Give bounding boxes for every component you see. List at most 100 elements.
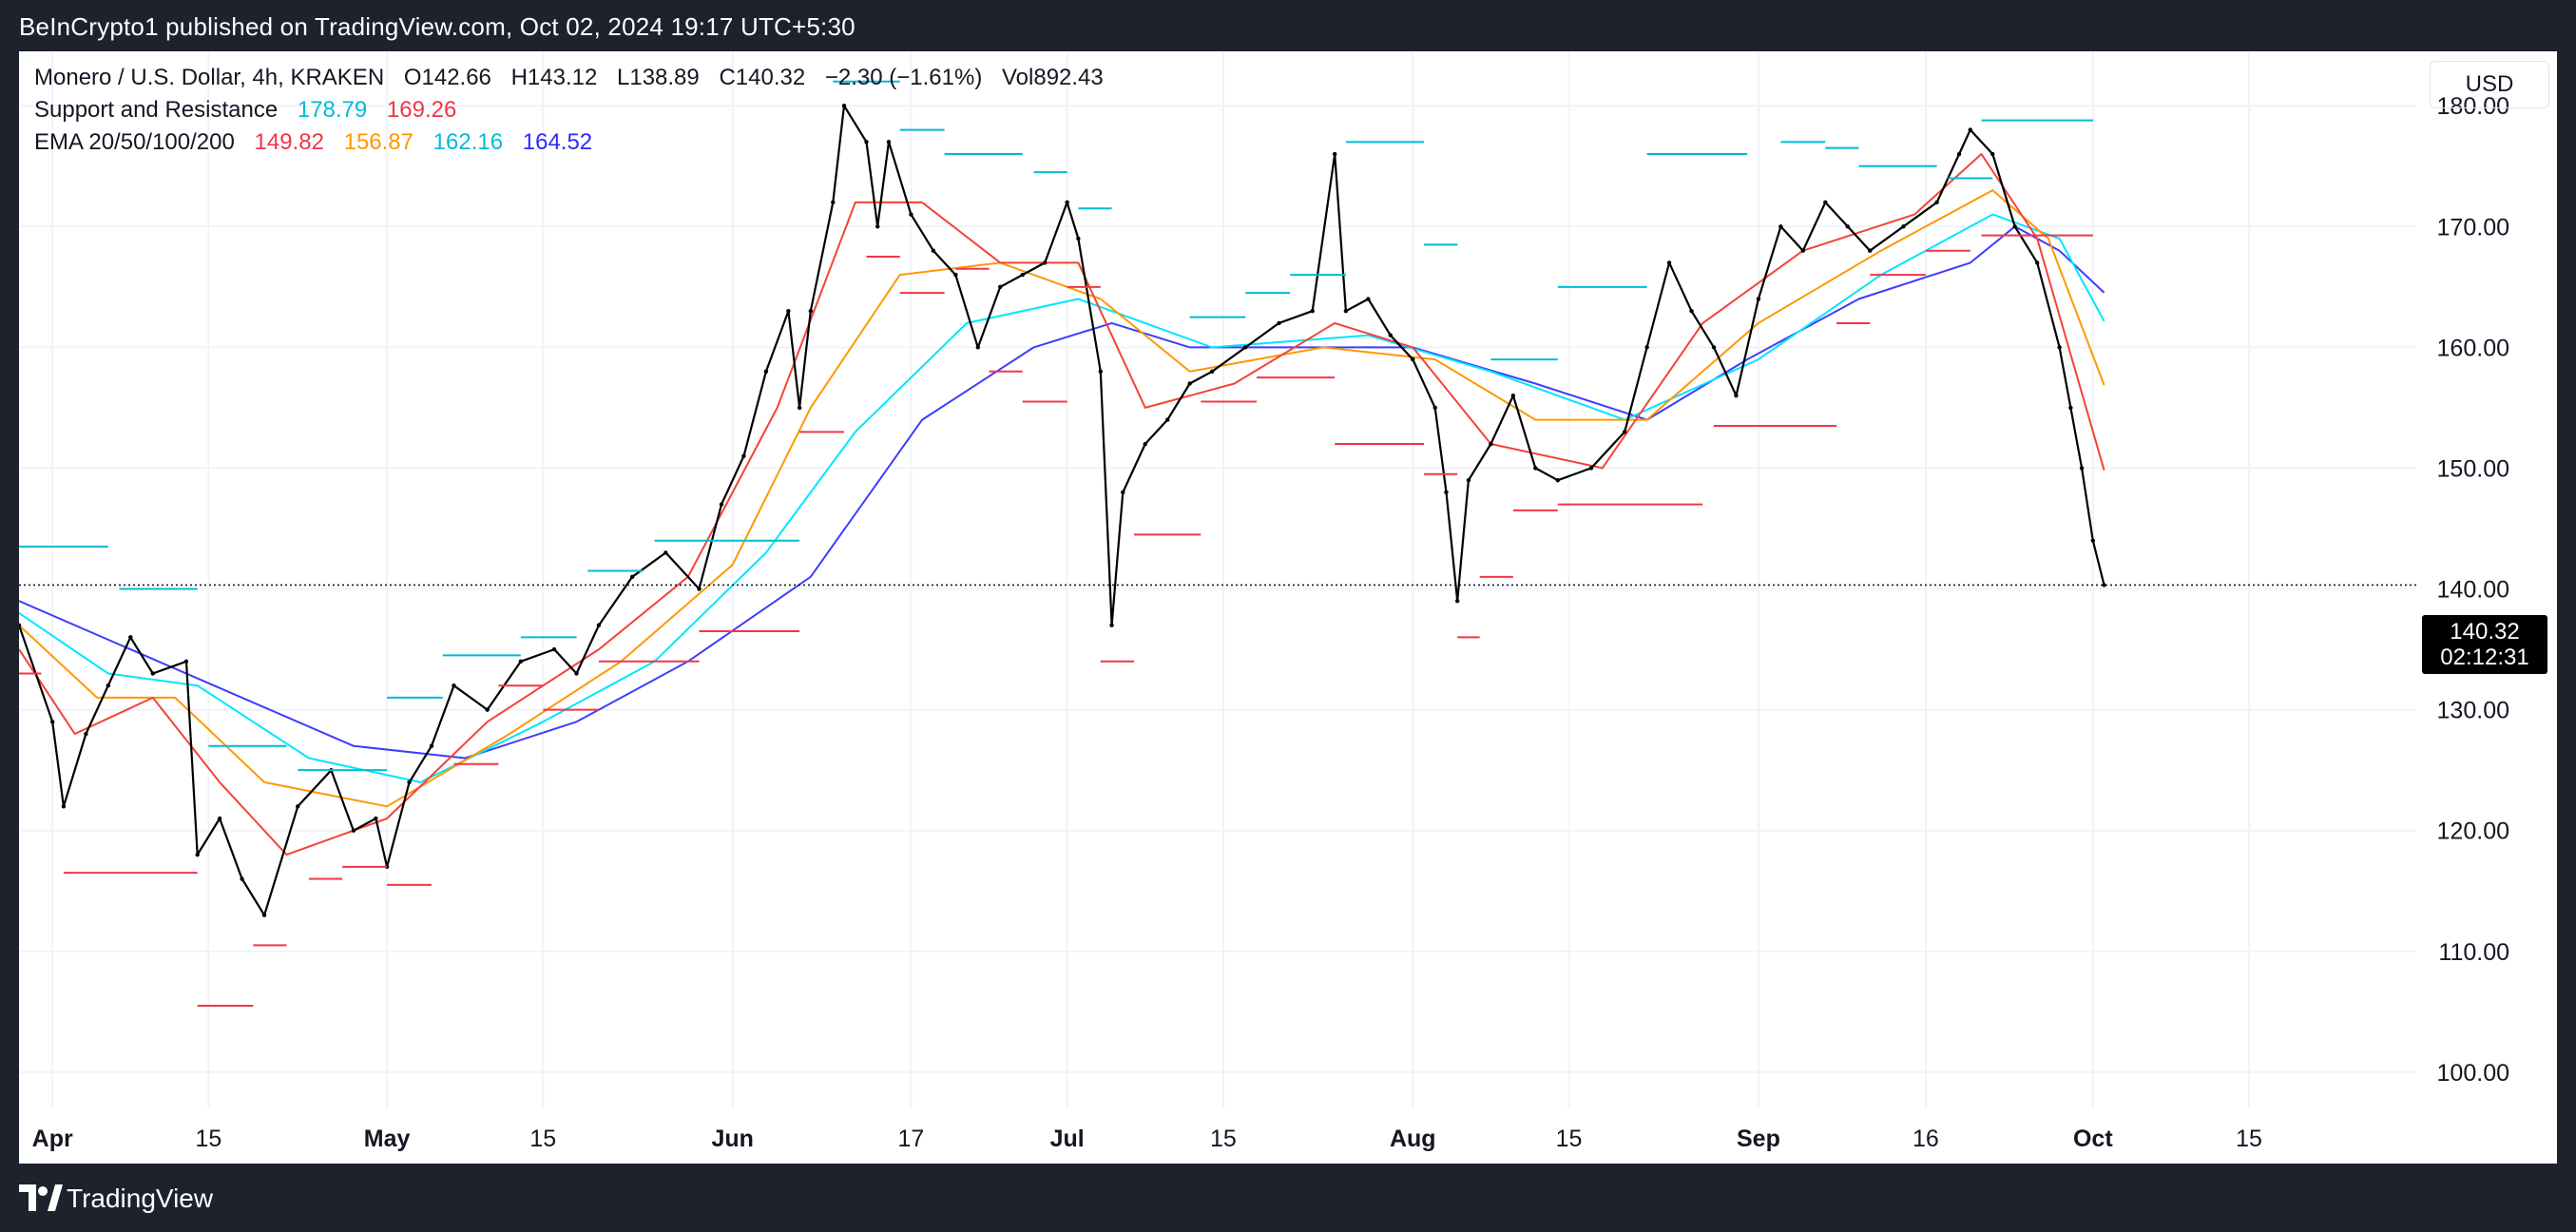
price-point (1968, 127, 1972, 132)
price-point (886, 140, 892, 144)
legend-volume: Vol892.43 (1001, 65, 1104, 90)
published-header: BeInCrypto1 published on TradingView.com… (0, 0, 2576, 51)
price-point (841, 103, 847, 108)
price-point (1121, 490, 1125, 495)
x-tick-label: 15 (2236, 1126, 2262, 1152)
x-tick-label: Sep (1737, 1126, 1780, 1152)
price-point (1065, 200, 1069, 205)
y-tick-label: 170.00 (2437, 214, 2509, 241)
x-tick-label: 15 (1210, 1126, 1237, 1152)
y-tick-label: 180.00 (2437, 93, 2509, 120)
x-axis: Apr 15 May 15 Jun 17 Jul 15 Aug 15 Sep 16 Oct 15 (32, 1126, 2262, 1152)
x-tick-label: Jun (712, 1126, 754, 1152)
legend-sr-support: 169.26 (386, 97, 457, 123)
price-point (296, 804, 300, 809)
price-line (19, 105, 2105, 916)
price-point (485, 707, 490, 712)
price-point (2068, 405, 2073, 411)
x-tick-label: Jul (1050, 1126, 1085, 1152)
legend-sr-row[interactable]: Support and Resistance 178.79 169.26 (34, 97, 470, 124)
price-point (797, 405, 802, 411)
price-point (1666, 260, 1672, 265)
price-point (596, 623, 602, 627)
price-point (697, 587, 702, 591)
grid-lines (19, 51, 2416, 1108)
price-point (909, 212, 913, 217)
tradingview-logo-icon[interactable] (19, 1183, 63, 1213)
price-point (1901, 224, 1906, 229)
price-point (2079, 466, 2085, 471)
price-layer (19, 103, 2106, 917)
price-point (1689, 309, 1694, 314)
price-point (1956, 151, 1962, 157)
price-chart[interactable]: 100.00 110.00 120.00 130.00 140.00 150.00 160.… (19, 51, 2557, 1164)
price-point (864, 140, 869, 144)
legend-sr-label: Support and Resistance (34, 97, 279, 123)
price-point (831, 200, 836, 205)
price-point (1778, 224, 1783, 229)
y-tick-label: 140.00 (2437, 577, 2509, 604)
x-tick-label: Aug (1390, 1126, 1436, 1152)
price-point (217, 816, 222, 821)
price-point (786, 309, 791, 314)
currency-button[interactable]: USD (2430, 61, 2549, 108)
x-tick-label: 15 (1556, 1126, 1583, 1152)
x-tick-label: Apr (32, 1126, 73, 1152)
price-point (1366, 297, 1371, 301)
price-point (1143, 441, 1147, 447)
last-price-tag: 140.32 02:12:31 (2422, 615, 2547, 674)
price-point (429, 743, 434, 748)
legend-high: H143.12 (510, 65, 598, 90)
price-point (953, 272, 958, 278)
price-point (240, 876, 244, 881)
price-point (1622, 430, 1627, 434)
y-tick-label: 100.00 (2437, 1060, 2509, 1087)
ema200-layer (19, 225, 2105, 760)
price-point (1109, 623, 1114, 627)
price-point (975, 345, 980, 350)
price-point (106, 683, 111, 688)
price-point (1187, 381, 1192, 386)
price-point (1343, 309, 1349, 314)
price-point (1533, 466, 1538, 471)
last-price-value: 140.32 (2450, 619, 2520, 645)
price-point (741, 453, 746, 458)
x-tick-label: 15 (529, 1126, 556, 1152)
price-point (551, 646, 557, 652)
price-point (374, 816, 378, 821)
legend-ema50: 156.87 (343, 129, 413, 155)
chart-panel[interactable]: 100.00 110.00 120.00 130.00 140.00 150.00 160.… (19, 51, 2557, 1164)
price-point (19, 623, 22, 627)
legend-ema-row[interactable]: EMA 20/50/100/200 149.82 156.87 162.16 1… (34, 129, 606, 156)
price-point (629, 574, 635, 580)
price-point (1588, 466, 1594, 471)
price-point (1756, 297, 1761, 301)
y-tick-label: 120.00 (2437, 818, 2509, 845)
price-point (1209, 369, 1215, 374)
price-point (1165, 417, 1170, 422)
price-point (1800, 248, 1806, 253)
tradingview-logo-text[interactable]: TradingView (67, 1184, 214, 1213)
y-tick-label: 150.00 (2437, 455, 2509, 482)
price-point (763, 369, 769, 374)
price-point (998, 284, 1003, 290)
legend-low: L138.89 (617, 65, 700, 90)
price-point (1020, 272, 1025, 278)
legend-symbol[interactable]: Monero / U.S. Dollar, 4h, KRAKEN (34, 65, 385, 90)
price-point (1489, 441, 1493, 447)
price-point (1555, 477, 1560, 483)
price-point (452, 683, 456, 688)
ema20-layer (19, 153, 2105, 857)
bar-countdown: 02:12:31 (2440, 645, 2529, 670)
price-point (574, 671, 579, 676)
ema100-line (19, 213, 2105, 783)
legend-symbol-row: Monero / U.S. Dollar, 4h, KRAKEN O142.66… (34, 65, 1117, 91)
ema100-layer (19, 213, 2105, 783)
legend-ema200: 164.52 (522, 129, 593, 155)
price-point (407, 780, 412, 785)
price-point (1510, 393, 1516, 398)
price-point (931, 248, 936, 253)
price-point (663, 550, 668, 555)
x-tick-label: 15 (196, 1126, 222, 1152)
x-tick-label: May (364, 1126, 411, 1152)
